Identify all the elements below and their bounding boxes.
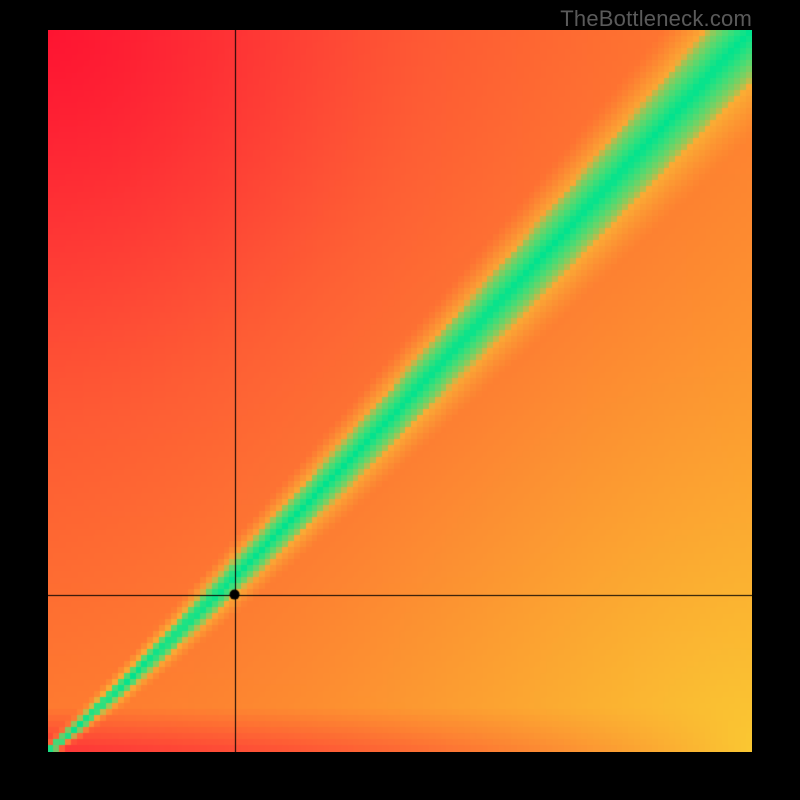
watermark-text: TheBottleneck.com [560,6,752,32]
figure-container: TheBottleneck.com [0,0,800,800]
bottleneck-heatmap [48,30,752,752]
